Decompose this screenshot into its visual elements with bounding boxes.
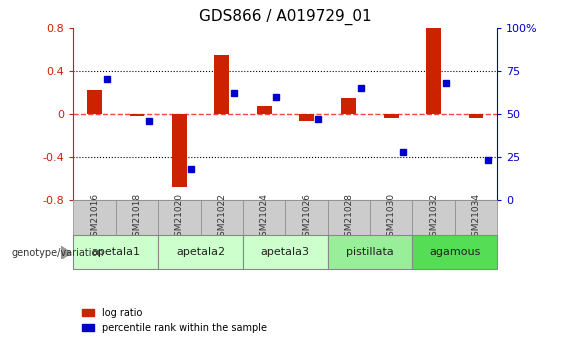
Bar	[201, 200, 243, 235]
Text: apetala2: apetala2	[176, 247, 225, 257]
Bar	[158, 235, 243, 269]
Bar	[214, 55, 229, 114]
Text: agamous: agamous	[429, 247, 480, 257]
Polygon shape	[61, 246, 71, 259]
Text: apetala1: apetala1	[92, 247, 140, 257]
Bar	[328, 235, 412, 269]
Bar	[73, 235, 158, 269]
Bar	[73, 200, 116, 235]
Text: GSM21028: GSM21028	[345, 193, 353, 242]
Text: GSM21034: GSM21034	[472, 193, 480, 242]
Bar	[426, 28, 441, 114]
Legend: log ratio, percentile rank within the sample: log ratio, percentile rank within the sa…	[79, 304, 271, 337]
Bar	[299, 114, 314, 121]
Bar	[243, 200, 285, 235]
Text: GSM21032: GSM21032	[429, 193, 438, 242]
Text: GSM21024: GSM21024	[260, 193, 268, 242]
Bar	[341, 98, 357, 114]
Bar	[87, 90, 102, 114]
Text: GSM21030: GSM21030	[387, 193, 396, 242]
Bar	[257, 106, 272, 114]
Text: GSM21026: GSM21026	[302, 193, 311, 242]
Text: GSM21018: GSM21018	[133, 193, 141, 242]
Bar	[243, 235, 328, 269]
Bar	[129, 114, 145, 116]
Bar	[412, 235, 497, 269]
Text: GSM21022: GSM21022	[218, 193, 226, 242]
Bar	[412, 200, 455, 235]
Text: pistillata: pistillata	[346, 247, 394, 257]
Text: GSM21020: GSM21020	[175, 193, 184, 242]
Bar	[384, 114, 399, 118]
Bar	[455, 200, 497, 235]
Bar	[370, 200, 412, 235]
Bar	[158, 200, 201, 235]
Bar	[328, 200, 370, 235]
Title: GDS866 / A019729_01: GDS866 / A019729_01	[199, 9, 372, 25]
Bar	[116, 200, 158, 235]
Bar	[285, 200, 328, 235]
Text: genotype/variation: genotype/variation	[11, 248, 104, 257]
Text: GSM21016: GSM21016	[90, 193, 99, 242]
Bar	[468, 114, 484, 118]
Bar	[172, 114, 187, 187]
Text: apetala3: apetala3	[261, 247, 310, 257]
